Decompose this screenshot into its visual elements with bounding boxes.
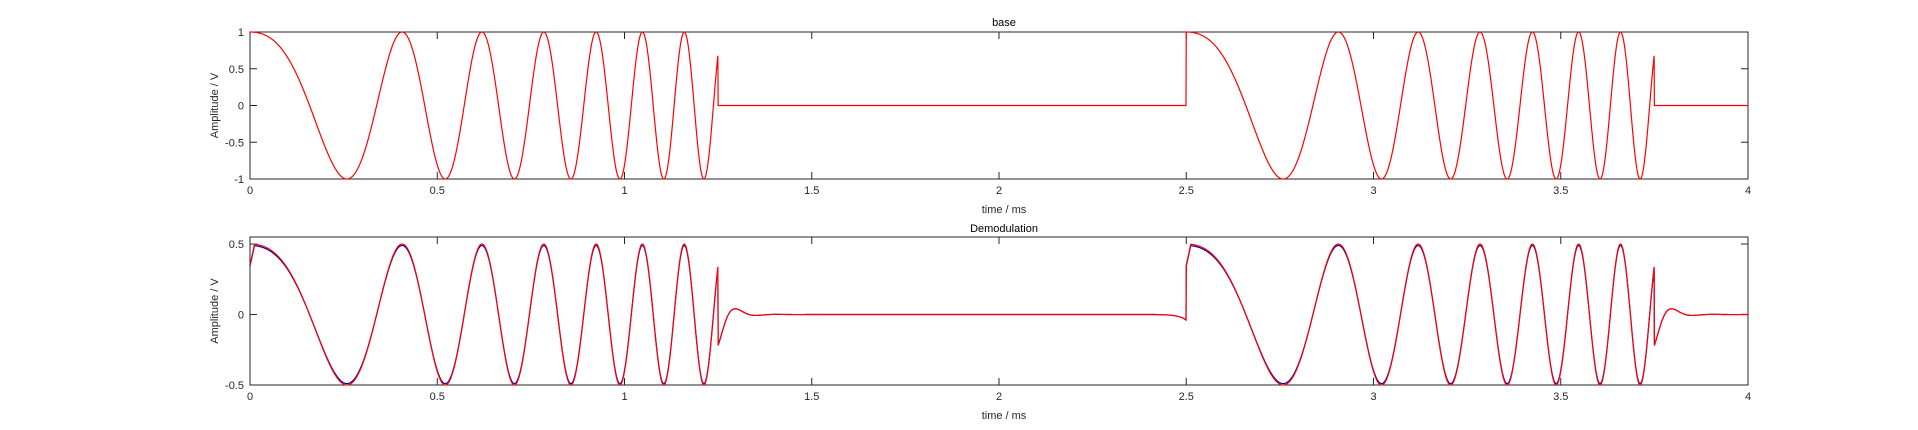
demodulation-plot-ytick-label: 0.5 xyxy=(229,239,244,251)
demodulation-plot-series-line-2 xyxy=(249,243,1748,386)
demodulation-plot-ytick-label: 0 xyxy=(238,310,244,322)
base-plot-ytick-label: 0.5 xyxy=(229,64,244,76)
demodulation-plot-xtick-label: 2 xyxy=(996,391,1002,403)
base-plot-xtick-label: 3.5 xyxy=(1553,185,1568,197)
base-plot-panel: base 0 0.5 1 1.5 2 2.5 3 3.5 4 -1 -0.5 0 0.5 1 time /… xyxy=(209,17,1751,216)
demodulation-plot-ytick-label: -0.5 xyxy=(225,380,244,392)
demodulation-plot-axes-box xyxy=(249,236,1749,386)
base-plot-xtick-label: 0 xyxy=(247,185,253,197)
base-plot-ytick-label: 0 xyxy=(238,101,244,113)
demodulation-plot-series xyxy=(249,243,1748,386)
demodulation-plot-xtick-label: 3 xyxy=(1370,391,1376,403)
demodulation-plot-title: Demodulation xyxy=(970,223,1038,235)
base-plot-title: base xyxy=(992,17,1016,29)
base-plot-ylabel: Amplitude / V xyxy=(209,72,221,138)
demodulation-plot-ylabel: Amplitude / V xyxy=(209,278,221,344)
base-plot-series-line-1 xyxy=(250,31,1748,180)
base-plot-ticks: 0 0.5 1 1.5 2 2.5 3 3.5 4 -1 -0.5 0 0.5 1 xyxy=(225,27,1751,197)
base-plot-ytick-label: 1 xyxy=(238,27,244,39)
demodulation-plot-xlabel: time / ms xyxy=(982,410,1027,422)
demodulation-plot-xtick-label: 2.5 xyxy=(1179,391,1194,403)
base-plot-xlabel: time / ms xyxy=(982,204,1027,216)
demodulation-plot-xtick-label: 1.5 xyxy=(804,391,819,403)
base-plot-xtick-label: 1 xyxy=(621,185,627,197)
demodulation-plot-xtick-label: 0.5 xyxy=(430,391,445,403)
base-plot-xtick-label: 4 xyxy=(1745,185,1751,197)
base-plot-xtick-label: 2.5 xyxy=(1179,185,1194,197)
base-plot-xtick-label: 2 xyxy=(996,185,1002,197)
base-plot-xtick-label: 0.5 xyxy=(430,185,445,197)
base-plot-ytick-label: -0.5 xyxy=(225,137,244,149)
demodulation-plot-xtick-label: 0 xyxy=(247,391,253,403)
base-plot-ytick-label: -1 xyxy=(234,174,244,186)
base-plot-xtick-label: 1.5 xyxy=(804,185,819,197)
demodulation-plot-xtick-label: 1 xyxy=(621,391,627,403)
demodulation-plot-xtick-label: 3.5 xyxy=(1553,391,1568,403)
base-plot-series xyxy=(250,31,1748,180)
demodulation-plot-xtick-label: 4 xyxy=(1745,391,1751,403)
demodulation-plot-panel: Demodulation 0 0.5 1 1.5 2 2.5 3 3.5 4-0.500.5 t… xyxy=(209,223,1751,422)
base-plot-xtick-label: 3 xyxy=(1370,185,1376,197)
